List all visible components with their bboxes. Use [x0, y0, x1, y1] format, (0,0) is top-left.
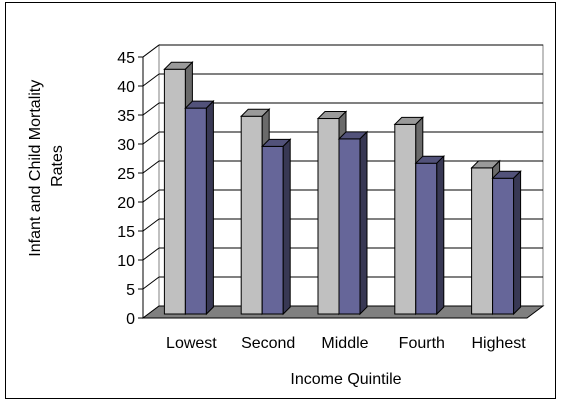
gridline-side: [142, 44, 160, 58]
y-tick-label: 5: [126, 282, 135, 299]
gridline-side: [142, 218, 160, 232]
y-tick-label: 45: [117, 50, 135, 67]
side-wall: [142, 44, 160, 319]
y-tick-label: 30: [117, 137, 135, 154]
bar-side: [513, 170, 522, 316]
bar-front: [317, 118, 340, 315]
y-tick-label: 25: [117, 166, 135, 183]
gridline-side: [142, 73, 160, 87]
bar-front: [240, 115, 263, 315]
bar-front: [492, 177, 515, 315]
bar-front: [184, 107, 207, 315]
bar-front: [338, 138, 361, 315]
y-tick-labels: 0 5 10 15 20 25 30 35 40 45: [117, 50, 144, 328]
y-axis-title-line-1: Infant and Child Mortality: [27, 80, 44, 257]
x-category-label: Middle: [321, 335, 368, 352]
y-tick-label: 20: [117, 195, 135, 212]
x-category-label: Fourth: [399, 335, 445, 352]
y-axis-title-line-2: Rates: [49, 145, 66, 187]
gridline-side: [142, 160, 160, 174]
bar-side: [282, 138, 291, 316]
bar-side: [205, 99, 214, 316]
bars: [163, 61, 522, 316]
bar-front: [415, 162, 438, 315]
gridline-side: [142, 102, 160, 116]
gridline-side: [142, 276, 160, 290]
y-tick-label: 15: [117, 224, 135, 241]
y-tick-label: 10: [117, 253, 135, 270]
bar-side: [359, 130, 368, 316]
bar: [184, 99, 215, 316]
bar-front: [471, 167, 494, 315]
x-category-label: Highest: [471, 335, 526, 352]
bar-front: [163, 68, 186, 315]
x-axis-title: Income Quintile: [290, 371, 401, 388]
bar-side: [436, 154, 445, 316]
bar-front: [261, 145, 284, 315]
y-tick-label: 0: [126, 311, 135, 328]
bar: [337, 130, 369, 316]
bar: [491, 170, 522, 316]
x-category-labels: Lowest Second Middle Fourth Highest: [166, 335, 526, 352]
y-axis-title: Infant and Child Mortality Rates: [27, 75, 66, 256]
gridline-side: [142, 247, 160, 261]
y-tick-label: 40: [117, 79, 135, 96]
bar: [414, 154, 446, 316]
x-category-label: Second: [241, 335, 295, 352]
gridline-side: [142, 131, 160, 145]
bar: [260, 138, 292, 316]
gridline-side: [142, 189, 160, 203]
y-tick-label: 35: [117, 108, 135, 125]
x-category-label: Lowest: [166, 335, 217, 352]
bar-front: [394, 123, 417, 315]
